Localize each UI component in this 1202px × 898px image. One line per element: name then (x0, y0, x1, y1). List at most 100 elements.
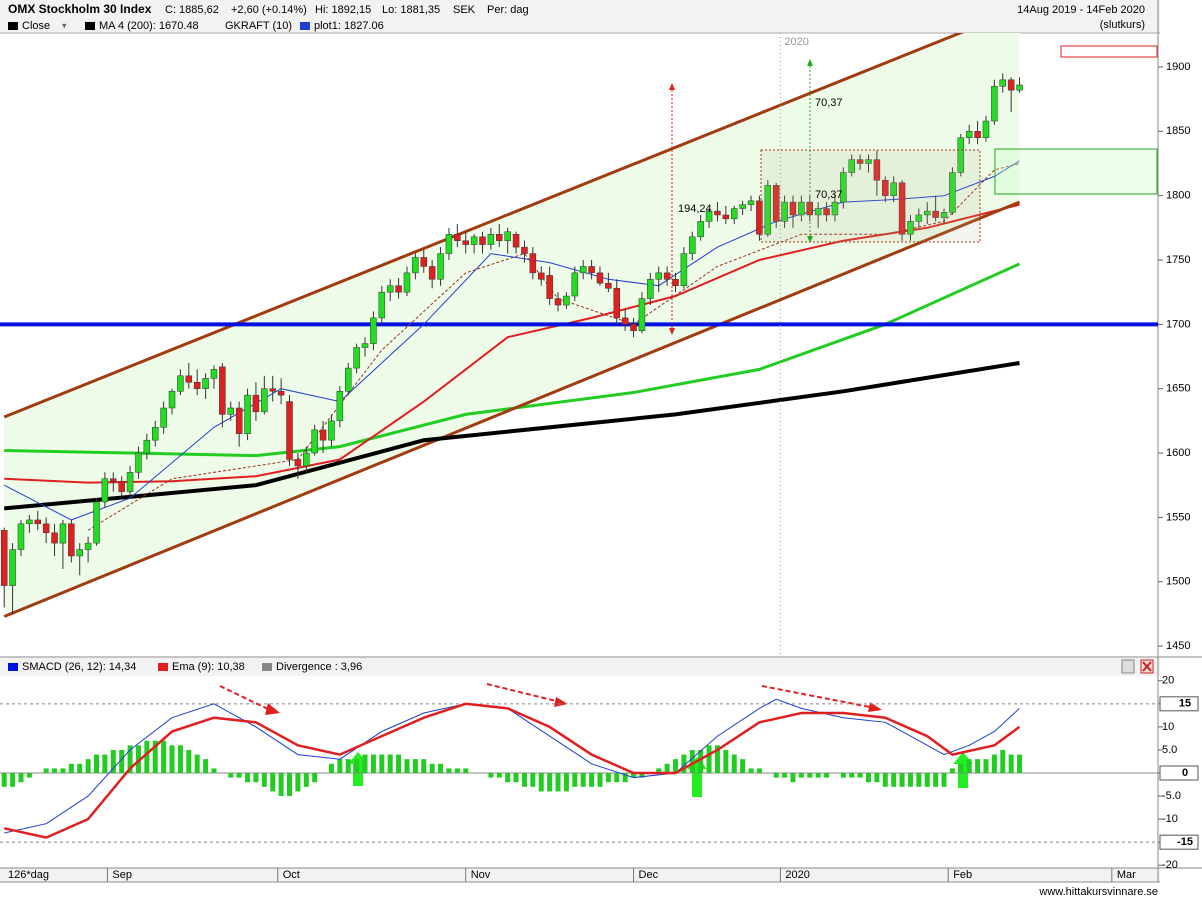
candle-body (68, 523, 75, 557)
ma-line (4, 361, 1020, 511)
candle-body (991, 86, 998, 122)
divergence-bar (521, 773, 527, 787)
legend-dropdown: ▾ (62, 20, 67, 30)
range-box (760, 149, 981, 243)
divergence-bar (438, 763, 444, 773)
divergence-arrow (486, 683, 561, 703)
candle-body (865, 159, 872, 164)
candle-body (940, 212, 948, 218)
candle-body (412, 257, 419, 274)
divergence-bar (631, 773, 637, 778)
legend-swatch (8, 22, 18, 30)
divergence-bar (404, 759, 410, 773)
divergence-bar (840, 773, 846, 778)
candle-body (882, 179, 889, 196)
candle-body (739, 204, 746, 209)
candle-body (840, 172, 847, 203)
y-tick-label: 20 (1162, 675, 1174, 687)
divergence-bar (756, 768, 762, 773)
divergence-bar (203, 759, 209, 773)
divergence-bar (1008, 754, 1014, 773)
candle-body (269, 388, 276, 392)
divergence-bar (278, 773, 284, 797)
divergence-bar (673, 759, 678, 773)
candle-body (689, 236, 696, 254)
divergence-bar (312, 773, 318, 783)
divergence-bar (85, 759, 91, 773)
divergence-bar (379, 754, 385, 773)
candle-body (730, 208, 738, 220)
divergence-bar (152, 740, 158, 773)
legend-label: SMACD (26, 12): 14,34 (22, 661, 136, 673)
candle-body (823, 208, 830, 216)
divergence-bar (328, 763, 334, 773)
divergence-bar (463, 768, 469, 773)
candle-body (999, 79, 1007, 87)
candle-body (244, 394, 251, 434)
legend-swatch (85, 22, 95, 30)
divergence-bar (966, 759, 972, 773)
legend-label: Ema (9): 10,38 (172, 661, 245, 673)
macd-line (3, 702, 1021, 839)
divergence-bar (706, 745, 712, 773)
divergence-bar (807, 773, 813, 778)
candle-body (168, 391, 176, 409)
divergence-bar (547, 773, 553, 792)
divergence-bar (723, 749, 729, 773)
y-tick-label: 15 (1179, 698, 1191, 710)
candle-body (118, 481, 125, 492)
candle-body (470, 236, 478, 245)
candle-body (529, 253, 537, 274)
divergence-bar (740, 759, 746, 773)
candle-body (370, 317, 377, 344)
candle-body (303, 452, 310, 467)
candle-body (34, 519, 42, 525)
candle-body (496, 234, 503, 241)
legend-label: Divergence : 3,96 (276, 661, 362, 673)
y-tick-label: 1500 (1166, 576, 1190, 588)
candle-body (261, 388, 268, 413)
divergence-bar (916, 773, 922, 787)
candle-body (177, 375, 184, 392)
candle-body (328, 420, 335, 441)
header-bar (0, 0, 1160, 33)
divergence-bar (18, 773, 24, 783)
candle-body (873, 159, 881, 181)
candle-body (487, 234, 495, 245)
candle-body (42, 523, 50, 534)
tool-icon[interactable] (1121, 659, 1135, 674)
candle-body (286, 401, 293, 460)
divergence-bar (689, 749, 695, 773)
candle-body (554, 298, 562, 306)
x-tick-label: Mar (1117, 869, 1136, 881)
macd-line (4, 698, 1020, 834)
divergence-bar (849, 773, 855, 778)
divergence-bar (270, 773, 276, 792)
candle-body (647, 279, 654, 299)
divergence-bar (177, 745, 183, 773)
candle-body (160, 407, 167, 428)
y-tick-label: 1550 (1166, 511, 1190, 523)
candle-body (76, 549, 83, 557)
divergence-bar (748, 768, 754, 773)
candle-body (772, 185, 780, 222)
divergence-arrow (761, 685, 876, 709)
date-range: 14Aug 2019 - 14Feb 2020 (1017, 4, 1145, 16)
divergence-bar (924, 773, 930, 787)
divergence-bar (362, 754, 368, 773)
divergence-bar (412, 759, 418, 773)
divergence-bar (253, 773, 259, 783)
candle-body (353, 347, 360, 369)
candle-body (856, 159, 864, 164)
price-type: (slutkurs) (1100, 19, 1145, 31)
divergence-bar (26, 773, 32, 778)
candle-body (51, 532, 58, 544)
candle-body (621, 317, 629, 325)
divergence-bar (135, 745, 141, 773)
marker-box (1060, 45, 1158, 58)
divergence-arrow (219, 685, 271, 711)
candle-body (26, 519, 33, 525)
legend-swatch (158, 663, 168, 671)
divergence-bar (245, 773, 251, 783)
candle-body (437, 253, 444, 280)
